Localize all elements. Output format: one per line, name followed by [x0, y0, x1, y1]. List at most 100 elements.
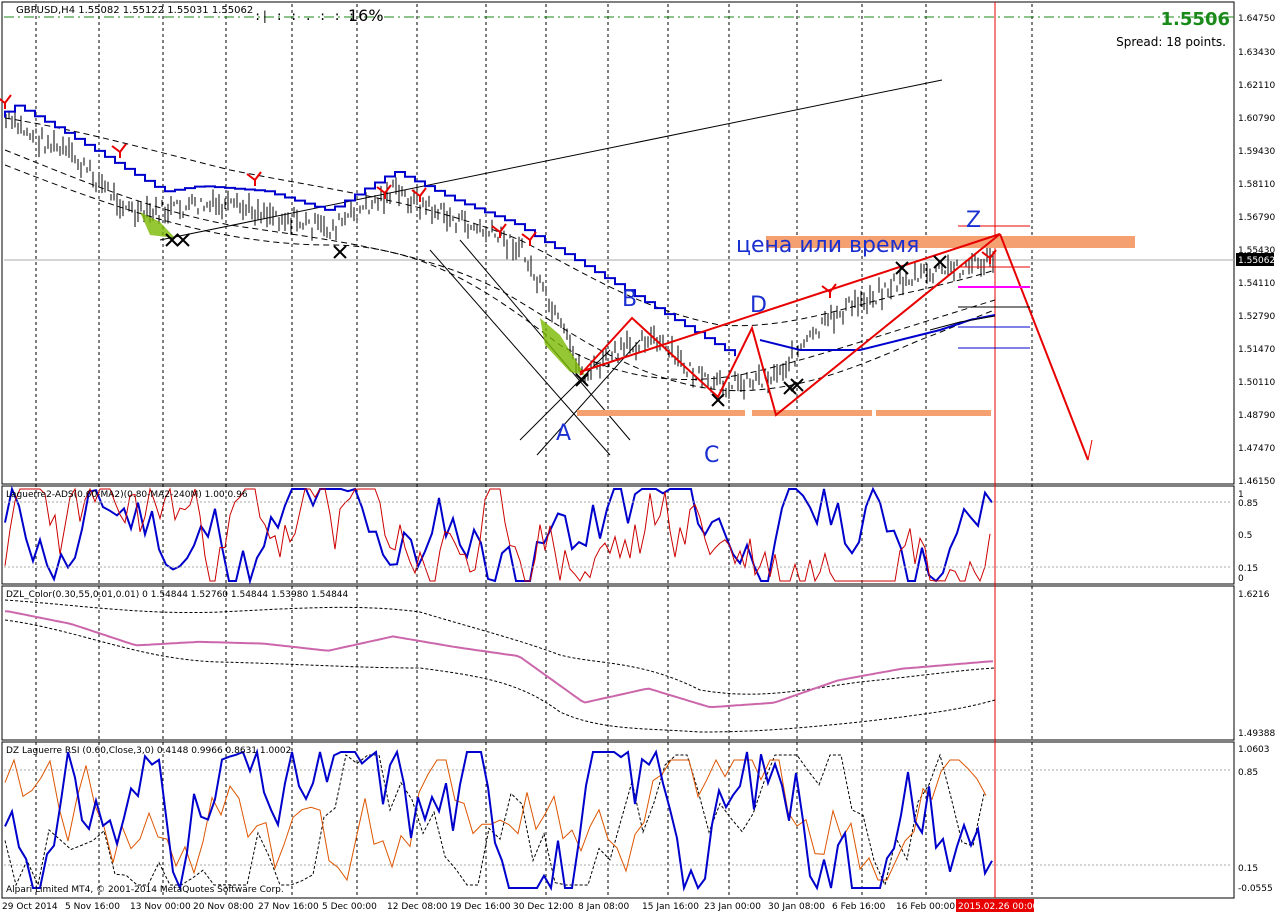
ind3-axis-tick: -0.0555 [1238, 884, 1273, 894]
spread-label: Spread: 18 points. [1116, 35, 1226, 49]
label-d: D [750, 293, 767, 318]
price-axis-tick: 1.59430 [1238, 147, 1275, 157]
channel-line-1 [429, 249, 611, 456]
ind1-axis-tick: 0.15 [1238, 564, 1258, 574]
ind1-panel-frame [1, 485, 1235, 585]
ind3-axis-tick: 0.85 [1238, 768, 1258, 778]
fractal-arrow-marker [411, 187, 427, 202]
time-axis-tick: 27 Nov 16:00 [258, 902, 319, 912]
time-axis-tick: 19 Dec 16:00 [450, 902, 511, 912]
fractal-arrow-marker [491, 223, 507, 238]
fractal-arrow-marker [981, 249, 997, 264]
fractal-arrow-marker [521, 231, 537, 246]
ind3-blue-line [4, 748, 993, 892]
pattern-abcd [579, 233, 1001, 417]
projection-tick [1087, 439, 1093, 461]
support-zone-3 [876, 410, 991, 416]
label-c: C [704, 443, 719, 468]
current-price-tag: 1.55062 [1236, 253, 1275, 266]
fractal-arrow-marker [111, 143, 127, 158]
price-axis-tick: 1.52790 [1238, 312, 1275, 322]
time-axis-tick: 6 Feb 16:00 [832, 902, 886, 912]
time-axis-tick: 30 Dec 12:00 [513, 902, 574, 912]
ind3-panel-frame [1, 741, 1235, 899]
ind2-color-line [4, 610, 994, 709]
ind2-panel: DZL_Color(0.30,55,0.01,0.01) 0 1.54844 1… [4, 590, 996, 733]
price-axis-tick: 1.60790 [1238, 114, 1275, 124]
ind2-band-upper [4, 599, 996, 695]
main-panel: A B C D Z цена или время GBPUSD,H4 1.550… [0, 2, 1234, 898]
ind1-axis-tick: 1 [1238, 490, 1244, 500]
bid-price-big: 1.5506 [1161, 9, 1230, 30]
ind3-axis-tick: 1.0603 [1238, 745, 1270, 755]
fractal-x-marker [895, 261, 909, 275]
label-z: Z [966, 208, 981, 233]
price-axis: 1.64750 1.63430 1.62110 1.60790 1.59430 1.581… [1238, 14, 1275, 894]
support-zone-1 [577, 410, 745, 416]
time-axis-tick: 23 Jan 00:00 [704, 902, 761, 912]
resistance-zone [766, 236, 1135, 248]
fractal-markers [0, 94, 997, 407]
price-candles [5, 107, 994, 400]
price-axis-tick: 1.50110 [1238, 378, 1275, 388]
ind1-axis-tick: 0.85 [1238, 499, 1258, 509]
time-axis-tick: 5 Nov 16:00 [65, 902, 120, 912]
price-axis-tick: 1.58110 [1238, 180, 1275, 190]
channel-line-4 [536, 339, 641, 456]
ind3-dashed-band [4, 753, 985, 887]
fractal-x-marker [783, 381, 797, 395]
time-axis: 29 Oct 2014 5 Nov 16:00 13 Nov 00:00 20 Nov… [2, 902, 955, 912]
time-axis-tick: 13 Nov 00:00 [130, 902, 191, 912]
ind3-axis-tick: 0.15 [1238, 864, 1258, 874]
price-axis-tick: 1.46150 [1238, 477, 1275, 487]
time-highlight: 2015.02.26 00:00 [956, 899, 1039, 912]
fractal-arrow-marker [376, 184, 392, 199]
time-axis-tick: 30 Jan 08:00 [768, 902, 825, 912]
label-b: B [622, 287, 637, 312]
trend-line-upper [159, 79, 943, 241]
fractal-x-marker [933, 255, 947, 269]
ind2-band-lower [4, 619, 996, 733]
ind2-panel-frame [1, 585, 1235, 741]
vertical-grid [35, 4, 1033, 896]
time-axis-tick: 15 Jan 16:00 [642, 902, 699, 912]
green-fill-1 [140, 212, 175, 238]
candle-progress: 16% [348, 6, 384, 25]
fractal-x-marker [575, 373, 589, 387]
symbol-info: GBPUSD,H4 1.55082 1.55122 1.55031 1.5506… [16, 5, 253, 16]
fractal-x-marker [165, 233, 179, 247]
time-highlight-label: 2015.02.26 00:00 [958, 902, 1039, 912]
ind3-label: DZ Laguerre RSI (0.60,Close,3,0) 0.4148 … [6, 746, 291, 756]
fractal-arrow-marker [821, 283, 837, 298]
price-axis-tick: 1.51470 [1238, 345, 1275, 355]
copyright: Alpari Limited MT4, © 2001-2014 MetaQuot… [6, 885, 284, 895]
ind2-label: DZL_Color(0.30,55,0.01,0.01) 0 1.54844 1… [6, 590, 349, 600]
price-axis-tick: 1.56790 [1238, 213, 1275, 223]
ind1-axis-tick: 0 [1238, 574, 1244, 584]
fractal-x-marker [790, 378, 804, 392]
price-axis-tick: 1.47470 [1238, 444, 1275, 454]
support-zone-2 [752, 410, 872, 416]
envelope-upper [4, 117, 996, 327]
ind1-label: Laguerre2-ADS(0.60-MA2)(0.80-MA2-240M) 1… [6, 490, 248, 500]
fractal-x-marker [711, 393, 725, 407]
time-axis-tick: 12 Dec 08:00 [387, 902, 448, 912]
label-a: A [556, 421, 571, 446]
price-axis-tick: 1.64750 [1238, 14, 1275, 24]
ind2-axis-tick: 1.6216 [1238, 590, 1270, 600]
blue-step-ma [4, 104, 736, 357]
price-axis-tick: 1.54110 [1238, 279, 1275, 289]
blue-ma-short [929, 315, 996, 331]
ind3-panel: DZ Laguerre RSI (0.60,Close,3,0) 0.4148 … [4, 746, 1232, 895]
projection-line [999, 233, 1089, 461]
price-axis-tick: 1.62110 [1238, 81, 1275, 91]
fractal-x-marker [333, 245, 347, 259]
green-fill-2 [540, 318, 585, 375]
current-price-value: 1.55062 [1238, 256, 1275, 266]
candle-timer-glyphs: :| : : . : : : [254, 9, 355, 23]
time-axis-tick: 20 Nov 08:00 [193, 902, 254, 912]
price-axis-tick: 1.55430 [1238, 246, 1275, 256]
envelope-lower [4, 149, 996, 392]
ind2-axis-tick: 1.49388 [1238, 729, 1275, 739]
fractal-x-marker [176, 233, 190, 247]
